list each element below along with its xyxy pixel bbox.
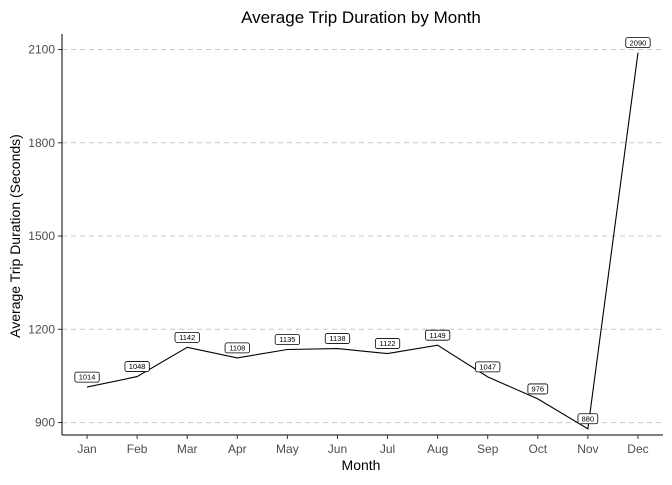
- data-label-box: [74, 371, 100, 383]
- data-label: 1122: [379, 339, 395, 348]
- axes: 900 1200 1500 1800 2100 Jan Feb Mar Apr May Jun Jul…: [28, 34, 663, 456]
- data-label: 1149: [430, 331, 446, 340]
- data-label: 2090: [630, 38, 647, 47]
- y-tick-label: 1500: [28, 229, 55, 243]
- x-tick-label: Sep: [477, 442, 499, 456]
- data-label: 976: [532, 385, 545, 394]
- data-label-box: [577, 413, 599, 425]
- data-label: 880: [582, 414, 595, 423]
- data-label: 1048: [129, 362, 146, 371]
- x-tick-label: Jul: [380, 442, 395, 456]
- x-tick-label: Nov: [577, 442, 598, 456]
- x-tick-label: Aug: [427, 442, 448, 456]
- data-label-box: [324, 333, 351, 344]
- data-label: 1135: [279, 335, 295, 344]
- series: [86, 52, 639, 430]
- data-label-box: [425, 329, 451, 341]
- y-tick-label: 900: [35, 416, 55, 430]
- data-labels: 1014 1048 1142 1108 1135 1138 1122 1149 1047 976 8…: [74, 37, 651, 425]
- data-label-box: [174, 331, 200, 343]
- data-label-box: [124, 361, 150, 372]
- x-tick-label: Jun: [328, 442, 347, 456]
- y-tick-label: 1200: [28, 322, 55, 336]
- chart-title: Average Trip Duration by Month: [241, 8, 481, 27]
- x-tick-label: Feb: [127, 442, 148, 456]
- data-label-box: [527, 383, 549, 395]
- series-line: [86, 52, 639, 430]
- data-label-box: [224, 342, 250, 354]
- data-label: 1138: [329, 334, 345, 343]
- y-tick-label: 1800: [28, 136, 55, 150]
- data-label: 1108: [229, 344, 245, 353]
- y-tick-label: 2100: [28, 43, 55, 57]
- grid: [62, 49, 663, 424]
- data-label-box: [274, 334, 300, 345]
- x-tick-label: Mar: [177, 442, 198, 456]
- data-label-box: [625, 37, 651, 49]
- x-tick-label: Oct: [528, 442, 547, 456]
- x-tick-label: May: [276, 442, 299, 456]
- data-label-box: [475, 361, 501, 373]
- x-tick-label: Dec: [627, 442, 648, 456]
- data-label: 1014: [79, 373, 96, 382]
- x-tick-label: Jan: [77, 442, 96, 456]
- data-label-box: [374, 338, 401, 349]
- x-axis-title: Month: [342, 457, 381, 473]
- data-label: 1142: [179, 333, 195, 342]
- data-label: 1047: [479, 362, 496, 371]
- x-tick-label: Apr: [228, 442, 247, 456]
- y-axis-title: Average Trip Duration (Seconds): [7, 134, 23, 338]
